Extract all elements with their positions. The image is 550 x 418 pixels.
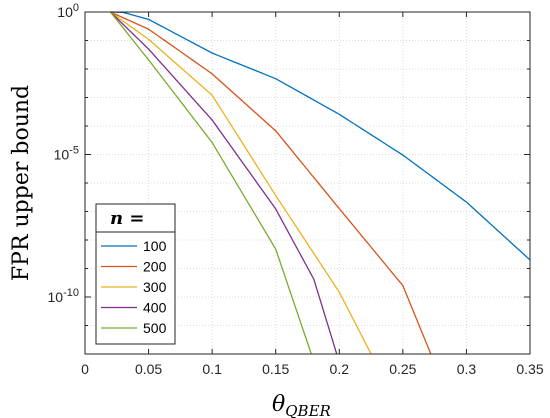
legend-entries: 100 200 300 400 500	[101, 238, 167, 336]
legend-box	[95, 203, 176, 345]
x-axis-label-main: θ	[272, 392, 285, 417]
ticks: 0 0.05 0.1 0.15 0.2 0.25 0.3 0.35 100 10-5 10-10	[48, 2, 544, 377]
x-tick-label: 0	[81, 361, 89, 377]
legend-title: n =	[110, 208, 144, 229]
x-axis-label-sub: QBER	[285, 402, 331, 418]
legend: n = 100 200 300 400 500	[95, 203, 176, 345]
x-axis-label: θQBER	[272, 392, 331, 418]
series-line-n400	[109, 11, 338, 355]
y-tick-label: 10-10	[48, 287, 79, 305]
legend-label: 100	[143, 238, 167, 254]
x-tick-label: 0.2	[330, 361, 350, 377]
y-tick-label: 10-5	[54, 145, 79, 163]
series-line-n200	[110, 11, 432, 355]
legend-label: 400	[143, 300, 167, 316]
x-tick-label: 0.3	[457, 361, 477, 377]
legend-label: 500	[143, 320, 167, 336]
x-tick-label: 0.35	[516, 361, 543, 377]
legend-label: 200	[143, 259, 167, 275]
y-tick-label: 100	[57, 2, 79, 20]
x-tick-label: 0.1	[202, 361, 222, 377]
x-tick-label: 0.05	[135, 361, 162, 377]
series-line-n300	[110, 11, 372, 355]
legend-label: 300	[143, 279, 167, 295]
x-tick-label: 0.15	[262, 361, 289, 377]
series-line-n100	[110, 11, 531, 261]
y-axis-label: FPR upper bound	[9, 85, 34, 281]
series-layer	[109, 11, 531, 355]
series-line-n500	[109, 11, 312, 355]
x-tick-label: 0.25	[389, 361, 416, 377]
